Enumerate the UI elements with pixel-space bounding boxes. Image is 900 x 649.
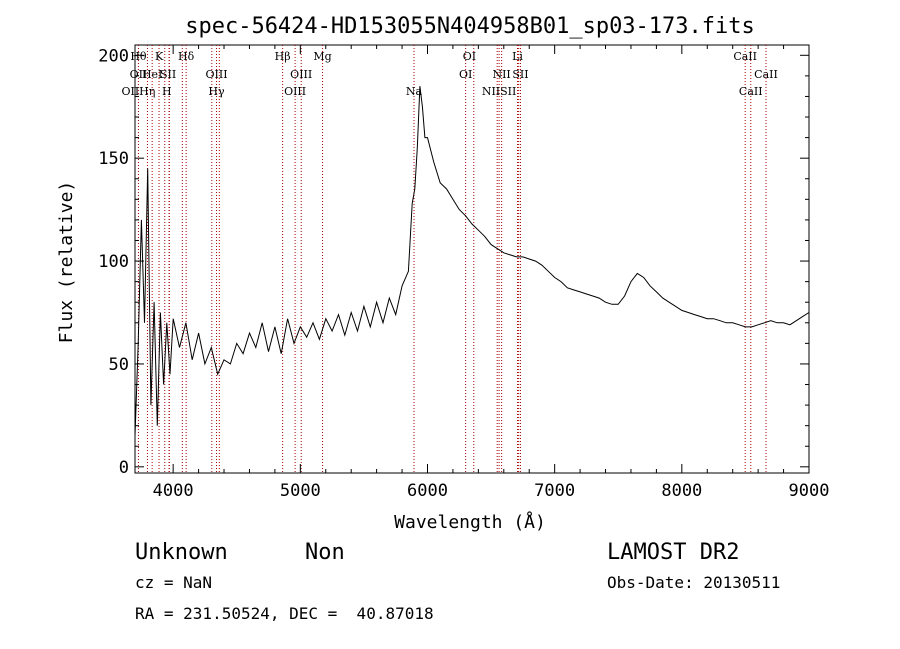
line-label: Hβ <box>275 50 291 63</box>
y-tick-label: 100 <box>98 252 129 272</box>
survey-name: LAMOST DR2 <box>607 540 739 565</box>
y-tick-label: 50 <box>109 355 129 375</box>
line-label: OIIHη <box>121 85 155 98</box>
line-label: OI <box>463 50 476 63</box>
x-tick-label: 7000 <box>534 481 575 501</box>
line-label: Na <box>406 85 423 98</box>
y-tick-label: 200 <box>98 46 129 66</box>
line-label: HeI <box>142 68 162 81</box>
line-label: Li <box>512 50 523 63</box>
y-tick-label: 0 <box>119 458 129 478</box>
x-tick-label: 9000 <box>789 481 830 501</box>
x-tick-label: 6000 <box>407 481 448 501</box>
line-label: SII <box>512 68 528 81</box>
x-axis: 4000 5000 6000 7000 8000 9000 <box>153 45 830 501</box>
line-label: NIISII <box>482 85 517 98</box>
line-label: K <box>155 50 164 63</box>
line-label: CaII <box>739 85 763 98</box>
line-label: CaII <box>733 50 757 63</box>
line-label: OII <box>130 68 148 81</box>
line-label: OIII <box>205 68 227 81</box>
line-label: Mg <box>313 50 331 63</box>
coordinates: RA = 231.50524, DEC = 40.87018 <box>135 604 434 623</box>
line-label: SII <box>160 68 176 81</box>
line-label: OI <box>459 68 472 81</box>
line-label: CaII <box>754 68 778 81</box>
spectral-line-markers <box>137 45 767 473</box>
chart-title: spec-56424-HD153055N404958B01_sp03-173.f… <box>185 14 755 39</box>
line-label: H <box>162 85 172 98</box>
y-tick-label: 150 <box>98 149 129 169</box>
plot-frame <box>134 44 810 474</box>
line-label: Hθ <box>130 50 147 63</box>
object-class: Unknown <box>135 540 228 565</box>
x-tick-label: 5000 <box>280 481 321 501</box>
x-axis-label: Wavelength (Å) <box>394 511 546 533</box>
line-label: OIII <box>290 68 312 81</box>
obs-date: Obs-Date: 20130511 <box>607 573 780 592</box>
y-axis-label: Flux (relative) <box>56 181 77 344</box>
y-axis: 0 50 100 150 200 <box>98 46 809 478</box>
line-label: NII <box>492 68 510 81</box>
x-tick-label: 8000 <box>661 481 702 501</box>
x-tick-label: 4000 <box>153 481 194 501</box>
object-subclass: Non <box>305 540 345 565</box>
spectrum-series-line <box>134 86 810 437</box>
line-label: Hδ <box>178 50 195 63</box>
line-label: OIII <box>284 85 306 98</box>
line-label: Hγ <box>208 85 225 98</box>
redshift-cz: cz = NaN <box>135 573 212 592</box>
